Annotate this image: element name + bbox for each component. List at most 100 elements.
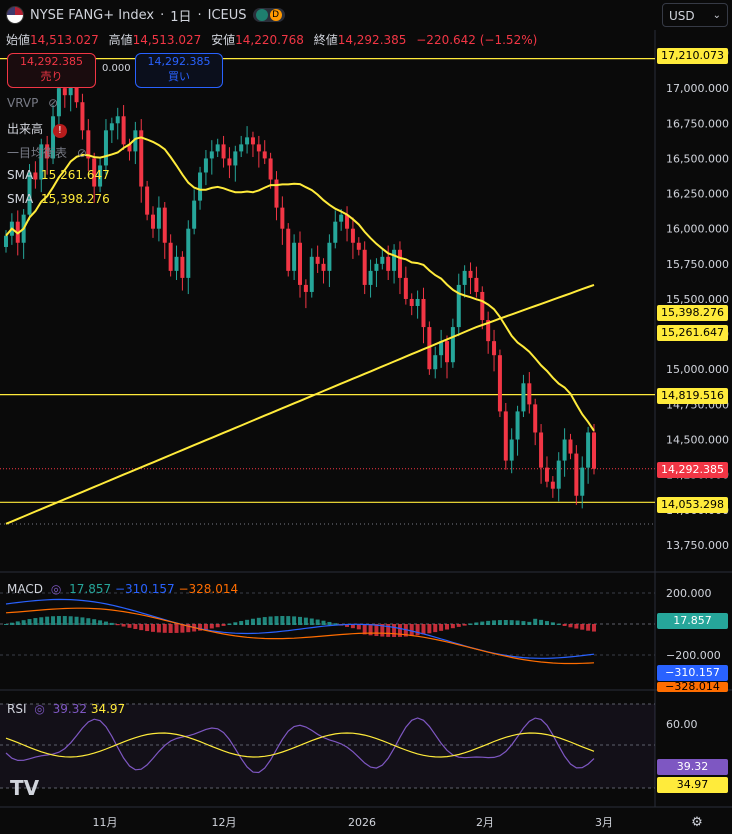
candle-body [151, 214, 155, 229]
candle-body [503, 411, 508, 461]
candle-body [409, 298, 414, 306]
candle-body [292, 242, 297, 271]
time-tick-label: 2026 [348, 816, 376, 829]
price-tick-label: 16,750.000 [666, 117, 729, 130]
macd-histogram-bar [515, 620, 520, 625]
macd-histogram-bar [203, 624, 208, 630]
candle-body [98, 165, 103, 187]
candle-body [544, 467, 549, 482]
macd-histogram-bar [533, 618, 538, 625]
macd-histogram-bar [592, 624, 596, 632]
legend-rsi[interactable]: RSI ◎ 39.32 34.97 [7, 702, 126, 716]
price-tick-label: 16,000.000 [666, 223, 729, 236]
us-flag-icon [6, 6, 24, 24]
candle-body [474, 277, 479, 292]
tag-top-line: 17,210.073 [657, 48, 728, 64]
macd-histogram-bar [186, 624, 191, 633]
macd-histogram-bar [397, 624, 402, 637]
candle-body [221, 144, 226, 159]
price-tick-label: 13,750.000 [666, 539, 729, 552]
candle-body [333, 221, 338, 243]
macd-histogram-bar [303, 617, 308, 625]
macd-histogram-bar [9, 622, 14, 625]
tag-last-price: 14,292.385 [657, 462, 728, 478]
macd-histogram-bar [356, 624, 361, 630]
candle-body [215, 144, 220, 152]
candle-body [86, 130, 91, 159]
sell-button[interactable]: 14,292.385 売り [7, 53, 96, 88]
buy-button[interactable]: 14,292.385 買い [135, 53, 223, 88]
settings-icon[interactable]: ◎ [34, 702, 45, 716]
legend-macd[interactable]: MACD ◎ 17.857 −310.157 −328.014 [7, 582, 239, 596]
symbol-title[interactable]: NYSE FANG+ Index · 1日 · ICEUS D [6, 6, 285, 25]
macd-histogram-bar [362, 624, 367, 635]
macd-histogram-bar [127, 624, 132, 628]
legend-vrvp[interactable]: VRVP ⊘ [7, 96, 59, 110]
top-bar: NYSE FANG+ Index · 1日 · ICEUS D USD ⌄ [0, 0, 732, 30]
macd-histogram-bar [315, 619, 320, 625]
macd-histogram-bar [174, 624, 179, 633]
currency-select[interactable]: USD ⌄ [662, 3, 728, 27]
macd-histogram-bar [309, 618, 314, 625]
sma2-value: 15,398.276 [41, 192, 110, 206]
candle-body [468, 270, 473, 278]
candle-body [262, 151, 267, 159]
price-tick-label: 15,750.000 [666, 258, 729, 271]
status-pill[interactable]: D [252, 8, 285, 22]
macd-histogram-bar [439, 624, 444, 631]
candle-body [139, 130, 144, 187]
candle-body [362, 249, 367, 285]
macd-value: 17.857 [69, 582, 112, 596]
macd-histogram-bar [80, 617, 85, 625]
candle-body [439, 341, 444, 356]
legend-volume[interactable]: 出来高 ! [7, 120, 67, 138]
candle-body [497, 355, 502, 412]
candle-body [368, 270, 373, 285]
tradingview-logo[interactable]: TV [10, 776, 40, 800]
macd-histogram-bar [286, 616, 291, 625]
macd-histogram-bar [68, 616, 73, 625]
close-value: 14,292.385 [337, 33, 407, 47]
tag-rsi: 39.32 [657, 759, 728, 775]
price-tick-label: 15,000.000 [666, 363, 729, 376]
candle-body [539, 432, 544, 468]
candle-body [456, 284, 461, 328]
price-tick-label: 16,250.000 [666, 188, 729, 201]
candle-body [315, 256, 320, 264]
candle-body [280, 207, 285, 229]
candle-body [109, 123, 114, 131]
legend-ichimoku[interactable]: 一目均衡表 ⊘ [7, 146, 87, 160]
candle-body [45, 144, 50, 159]
macd-histogram-bar [486, 620, 491, 625]
candle-body [121, 116, 126, 145]
tag-signal: −310.157 [657, 665, 728, 681]
price-tick-label: 17,000.000 [666, 82, 729, 95]
chevron-down-icon: ⌄ [712, 10, 721, 21]
time-tick-label: 3月 [595, 816, 613, 829]
macd-histogram-bar [15, 621, 20, 625]
macd-histogram-bar [409, 624, 414, 637]
warning-icon[interactable]: ! [52, 124, 67, 138]
settings-icon[interactable]: ◎ [50, 582, 62, 596]
candle-body [321, 263, 326, 271]
macd-histogram-bar [21, 620, 26, 625]
candle-body [239, 144, 244, 152]
candle-body [580, 467, 585, 496]
legend-sma2[interactable]: SMA 15,398.276 [7, 192, 110, 206]
macd-pane [0, 592, 655, 665]
legend-sma1[interactable]: SMA 15,261.647 [7, 168, 110, 182]
candle-body [568, 439, 573, 454]
eye-off-icon[interactable]: ⊘ [76, 146, 87, 160]
signal-value: −310.157 [114, 582, 175, 596]
eye-off-icon[interactable]: ⊘ [48, 96, 59, 110]
candle-body [39, 144, 44, 180]
sma-long-line [5, 283, 595, 525]
candle-body [356, 242, 361, 250]
macd-histogram-bar [350, 624, 355, 629]
macd-histogram-bar [33, 618, 38, 625]
macd-histogram-bar [51, 616, 56, 625]
macd-histogram-bar [568, 624, 573, 628]
macd-histogram-bar [56, 616, 61, 625]
rsi-pane [0, 703, 655, 789]
